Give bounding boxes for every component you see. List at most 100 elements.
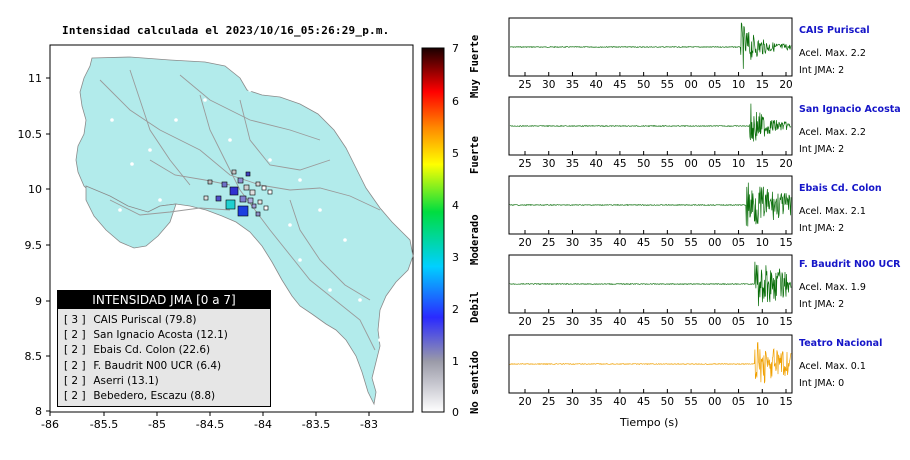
station-name: F. Baudrit N00 UCR xyxy=(799,259,901,270)
waveform-tick-label: 25 xyxy=(542,316,555,328)
colorbar-label-no-sentido: No sentido xyxy=(469,350,481,414)
waveform-tick-label: 05 xyxy=(708,158,721,170)
y-tick-label: 10.5 xyxy=(18,128,43,141)
waveform-tick-label: 15 xyxy=(779,237,792,249)
waveform-tick-label: 40 xyxy=(613,316,626,328)
station-max-accel: Acel. Max. 0.1 xyxy=(799,361,866,372)
waveform-tick-label: 20 xyxy=(518,237,531,249)
waveform-tick-label: 25 xyxy=(518,79,531,91)
map-title: Intensidad calculada el 2023/10/16_05:26… xyxy=(62,24,390,37)
colorbar-label-moderado: Moderado xyxy=(469,214,481,265)
station-name: CAIS Puriscal xyxy=(799,25,870,36)
waveform-tick-label: 40 xyxy=(613,396,626,408)
station-max-accel: Acel. Max. 2.1 xyxy=(799,206,866,217)
waveform-tick-label: 35 xyxy=(589,396,602,408)
x-tick-label: -85.5 xyxy=(90,418,118,431)
svg-text:5: 5 xyxy=(452,147,459,160)
legend-item: [ 2 ] Aserri (13.1) xyxy=(64,374,159,387)
waveform-tick-label: 20 xyxy=(518,396,531,408)
waveform-tick-label: 40 xyxy=(613,237,626,249)
x-tick-label: -83.5 xyxy=(302,418,330,431)
colorbar xyxy=(421,47,445,413)
station-jma-intensity: Int JMA: 2 xyxy=(799,144,845,155)
waveform-tick-label: 05 xyxy=(732,396,745,408)
y-tick-label: 9 xyxy=(35,295,42,308)
svg-text:0: 0 xyxy=(452,406,459,419)
waveform-tick-label: 25 xyxy=(518,158,531,170)
y-tick-label: 9.5 xyxy=(25,239,43,252)
waveform-tick-label: 00 xyxy=(684,158,697,170)
legend-item: [ 2 ] San Ignacio Acosta (12.1) xyxy=(64,329,228,342)
y-axis: 11 10.5 10 9.5 9 8.5 8 xyxy=(18,72,50,418)
station-jma-intensity: Int JMA: 2 xyxy=(799,223,845,234)
waveform-tick-label: 55 xyxy=(684,396,697,408)
waveform-tick-label: 55 xyxy=(661,79,674,91)
x-tick-label: -84.5 xyxy=(196,418,224,431)
waveform-tick-label: 45 xyxy=(637,316,650,328)
waveform-tick-label: 00 xyxy=(708,316,721,328)
intensity-legend: INTENSIDAD JMA [0 a 7] [ 3 ] CAIS Purisc… xyxy=(57,290,271,407)
waveform-tick-label: 50 xyxy=(637,79,650,91)
waveform-trace xyxy=(509,103,792,142)
x-tick-label: -83 xyxy=(360,418,378,431)
waveform-tick-label: 30 xyxy=(566,237,579,249)
waveform-tick-label: 25 xyxy=(542,237,555,249)
waveform-tick-label: 50 xyxy=(661,396,674,408)
waveform-tick-label: 55 xyxy=(684,316,697,328)
waveform-tick-label: 35 xyxy=(589,316,602,328)
waveform-tick-label: 30 xyxy=(566,316,579,328)
waveform-tick-label: 20 xyxy=(779,79,792,91)
y-tick-label: 10 xyxy=(28,183,42,196)
svg-text:1: 1 xyxy=(452,355,459,368)
x-axis: -86 -85.5 -85 -84.5 -84 -83.5 -83 xyxy=(41,412,378,431)
waveform-tick-label: 10 xyxy=(756,316,769,328)
waveform-tick-label: 05 xyxy=(732,237,745,249)
waveform-tick-label: 45 xyxy=(613,79,626,91)
waveform-tick-label: 45 xyxy=(613,158,626,170)
waveform-tick-label: 10 xyxy=(756,396,769,408)
legend-item: [ 2 ] Bebedero, Escazu (8.8) xyxy=(64,389,216,402)
svg-text:2: 2 xyxy=(452,303,459,316)
waveform-trace xyxy=(509,182,792,227)
y-tick-label: 11 xyxy=(28,72,42,85)
waveform-tick-label: 35 xyxy=(566,158,579,170)
waveform-tick-label: 10 xyxy=(756,237,769,249)
legend-item: [ 3 ] CAIS Puriscal (79.8) xyxy=(64,314,197,326)
waveform-tick-label: 15 xyxy=(779,396,792,408)
station-jma-intensity: Int JMA: 0 xyxy=(799,378,845,389)
waveform-tick-label: 10 xyxy=(732,158,745,170)
waveform-trace xyxy=(509,341,792,384)
station-jma-intensity: Int JMA: 2 xyxy=(799,65,845,76)
legend-header: INTENSIDAD JMA [0 a 7] xyxy=(58,291,270,309)
station-name: Teatro Nacional xyxy=(799,338,883,349)
waveform-trace xyxy=(509,261,792,307)
station-max-accel: Acel. Max. 2.2 xyxy=(799,48,866,59)
waveform-tick-label: 50 xyxy=(661,316,674,328)
waveform-tick-label: 55 xyxy=(684,237,697,249)
legend-list: [ 3 ] CAIS Puriscal (79.8) [ 2 ] San Ign… xyxy=(58,313,270,404)
colorbar-label-fuerte: Fuerte xyxy=(469,136,481,174)
station-squares xyxy=(203,169,273,217)
x-tick-label: -86 xyxy=(41,418,59,431)
waveform-tick-label: 15 xyxy=(779,316,792,328)
time-axis-label: Tiempo (s) xyxy=(620,416,679,429)
waveform-tick-label: 20 xyxy=(779,158,792,170)
legend-item: [ 2 ] Ebais Cd. Colon (22.6) xyxy=(64,344,211,357)
city-markers xyxy=(110,88,382,342)
colorbar-label-debil: Debil xyxy=(469,291,481,323)
waveform-tick-label: 05 xyxy=(708,79,721,91)
svg-text:3: 3 xyxy=(452,251,459,264)
waveform-tick-label: 50 xyxy=(637,158,650,170)
waveform-tick-label: 25 xyxy=(542,396,555,408)
waveform-tick-label: 55 xyxy=(661,158,674,170)
waveform-tick-label: 40 xyxy=(589,158,602,170)
x-tick-label: -84 xyxy=(254,418,272,431)
waveform-tick-label: 15 xyxy=(756,158,769,170)
colorbar-label-muy-fuerte: Muy Fuerte xyxy=(469,34,481,98)
waveform-tick-label: 00 xyxy=(708,237,721,249)
y-tick-label: 8.5 xyxy=(25,350,43,363)
road-network xyxy=(99,69,381,351)
y-tick-label: 8 xyxy=(35,405,42,418)
waveform-tick-label: 30 xyxy=(542,158,555,170)
svg-text:4: 4 xyxy=(452,199,459,212)
